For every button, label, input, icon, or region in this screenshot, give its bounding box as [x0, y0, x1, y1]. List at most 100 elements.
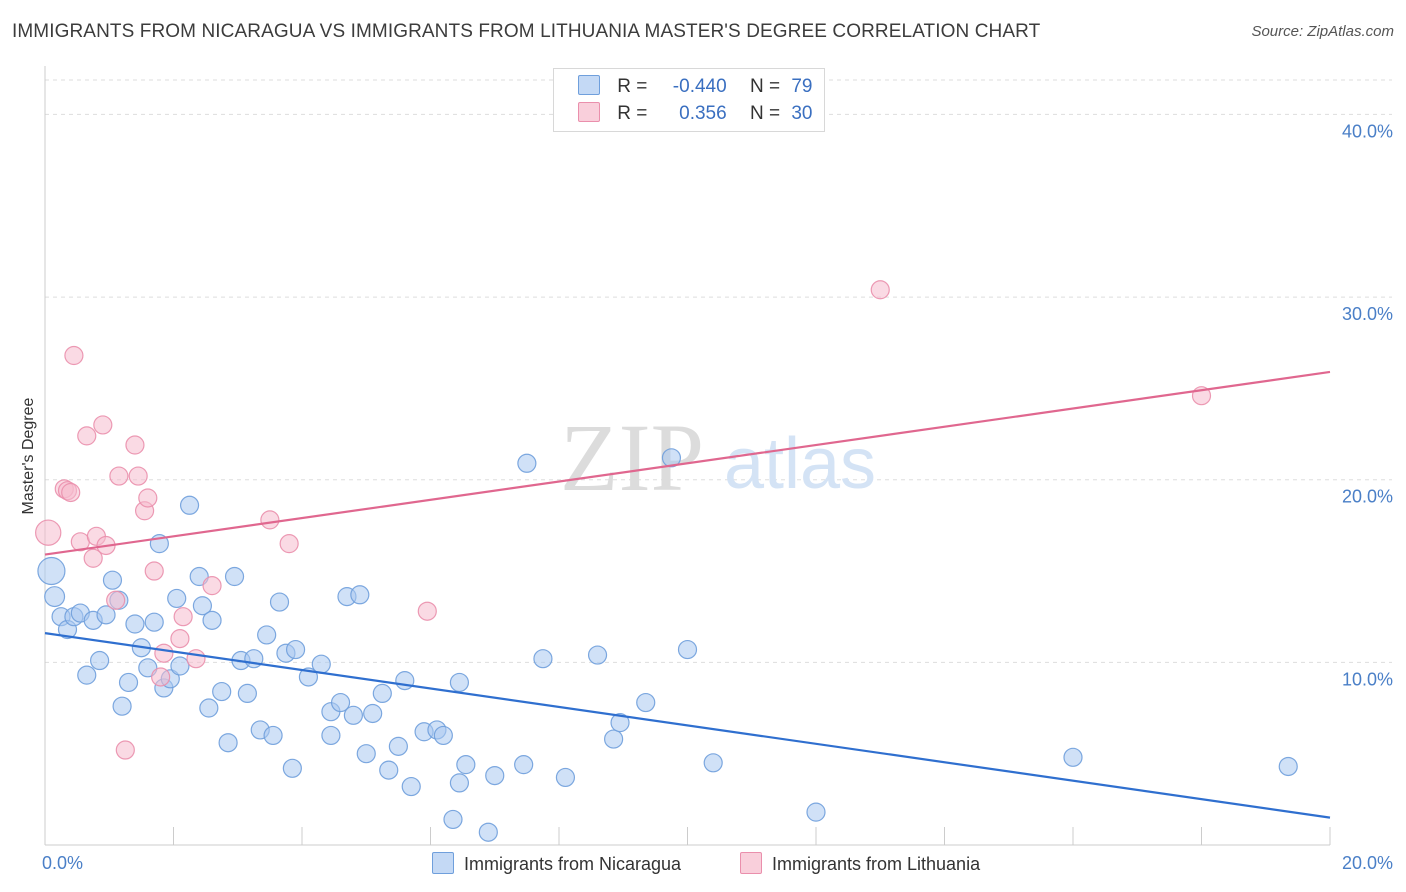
- nicaragua-point: [102, 570, 123, 590]
- nicaragua-point: [604, 729, 624, 749]
- nicaragua-point: [167, 588, 187, 609]
- lithuania-point: [417, 601, 437, 621]
- nicaragua-point: [90, 650, 110, 671]
- nicaragua-trend-line: [44, 632, 1331, 819]
- nicaragua-point: [703, 753, 723, 773]
- chart-title: IMMIGRANTS FROM NICARAGUA VS IMMIGRANTS …: [12, 21, 1041, 42]
- nicaragua-point: [170, 656, 190, 676]
- y-tick-label: 30.0%: [1342, 304, 1393, 324]
- nicaragua-point: [330, 692, 351, 713]
- source-label: Source: ZipAtlas.com: [1251, 23, 1394, 40]
- lithuania-point: [279, 534, 299, 554]
- nicaragua-point: [192, 596, 213, 616]
- series-legend-nicaragua: Immigrants from Nicaragua: [432, 852, 681, 875]
- lithuania-swatch-icon: [578, 102, 600, 122]
- lithuania-point: [128, 466, 148, 486]
- lithuania-point: [138, 488, 158, 508]
- nicaragua-point: [356, 744, 376, 764]
- lithuania-trend-line: [44, 370, 1331, 556]
- watermark-atlas: atlas: [724, 424, 876, 504]
- legend-n-value: 79: [791, 76, 813, 97]
- y-tick-label: 40.0%: [1342, 121, 1393, 141]
- nicaragua-point: [343, 705, 363, 725]
- lithuania-point: [144, 561, 164, 581]
- nicaragua-point: [587, 645, 608, 665]
- nicaragua-swatch-icon: [578, 75, 600, 95]
- nicaragua-point: [350, 585, 370, 605]
- nicaragua-point: [449, 672, 470, 693]
- lithuania-point: [109, 466, 129, 486]
- nicaragua-point: [285, 639, 306, 660]
- nicaragua-point: [379, 760, 399, 780]
- legend-row-nicaragua: R = -0.440 N = 79: [578, 75, 819, 99]
- nicaragua-point: [456, 755, 476, 775]
- lithuania-point: [77, 426, 97, 446]
- nicaragua-point: [199, 698, 219, 718]
- gridlines: [45, 79, 1392, 663]
- nicaragua-point: [1063, 747, 1083, 767]
- nicaragua-point: [388, 736, 408, 756]
- lithuania-point: [93, 415, 113, 435]
- nicaragua-point: [37, 556, 66, 586]
- y-axis-label: Master's Degree: [20, 397, 37, 514]
- watermark-zip: ZIP: [560, 404, 704, 511]
- axes: [44, 66, 1331, 846]
- nicaragua-legend-icon: [432, 852, 454, 874]
- nicaragua-point: [224, 566, 245, 587]
- nicaragua-point: [517, 453, 537, 473]
- nicaragua-point: [661, 448, 682, 468]
- nicaragua-point: [555, 767, 576, 788]
- nicaragua-point: [112, 696, 132, 716]
- lithuania-legend-icon: [740, 852, 762, 874]
- lithuania-point: [260, 510, 280, 530]
- nicaragua-point: [125, 614, 145, 634]
- lithuania-point: [186, 649, 206, 669]
- y-tick-label: 10.0%: [1342, 669, 1393, 689]
- data-points: [35, 280, 1298, 842]
- lithuania-point: [202, 576, 222, 596]
- legend-n-label: N =: [749, 76, 781, 97]
- nicaragua-point: [395, 671, 415, 691]
- series-name-nicaragua: Immigrants from Nicaragua: [464, 854, 682, 874]
- nicaragua-point: [485, 765, 505, 786]
- lithuania-point: [106, 590, 126, 610]
- nicaragua-point: [449, 773, 470, 793]
- nicaragua-point: [77, 665, 97, 685]
- nicaragua-point: [212, 681, 232, 702]
- lithuania-point: [115, 740, 135, 760]
- trend-lines: [44, 370, 1331, 819]
- nicaragua-point: [1278, 756, 1298, 777]
- lithuania-point: [154, 643, 174, 663]
- nicaragua-point: [237, 683, 257, 704]
- lithuania-point: [64, 345, 84, 366]
- legend-n-value: 30: [791, 103, 813, 124]
- lithuania-point: [61, 482, 81, 503]
- legend-r-value: 0.356: [679, 103, 727, 124]
- correlation-legend: R = -0.440 N = 79 R = 0.356 N = 30: [553, 68, 825, 132]
- lithuania-point: [83, 548, 103, 568]
- nicaragua-point: [144, 612, 164, 632]
- y-tick-label: 20.0%: [1342, 487, 1393, 507]
- lithuania-point: [35, 519, 62, 546]
- nicaragua-point: [96, 605, 116, 625]
- lithuania-point: [173, 607, 193, 627]
- lithuania-point: [151, 667, 171, 687]
- legend-r-value: -0.440: [672, 76, 727, 97]
- nicaragua-point: [269, 592, 290, 612]
- nicaragua-point: [443, 809, 463, 830]
- legend-n-label: N =: [749, 103, 781, 124]
- nicaragua-point: [478, 822, 498, 842]
- nicaragua-point: [179, 495, 200, 515]
- nicaragua-point: [202, 610, 222, 630]
- nicaragua-point: [372, 683, 392, 704]
- series-name-lithuania: Immigrants from Lithuania: [772, 854, 981, 874]
- nicaragua-point: [610, 713, 630, 733]
- series-legend-lithuania: Immigrants from Lithuania: [740, 852, 980, 875]
- nicaragua-point: [514, 755, 534, 775]
- nicaragua-point: [218, 733, 238, 753]
- nicaragua-point: [401, 776, 421, 797]
- nicaragua-point: [533, 649, 553, 669]
- nicaragua-point: [636, 692, 656, 713]
- legend-r-label: R =: [617, 76, 648, 97]
